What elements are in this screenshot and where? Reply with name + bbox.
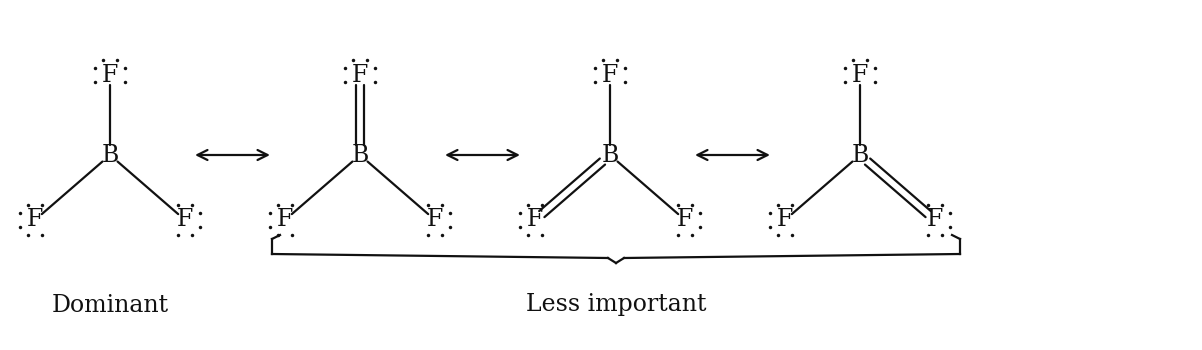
Text: Dominant: Dominant — [52, 294, 168, 316]
Text: B: B — [851, 144, 869, 167]
Text: F: F — [177, 209, 194, 231]
Text: F: F — [677, 209, 694, 231]
Text: F: F — [602, 63, 618, 86]
Text: F: F — [852, 63, 868, 86]
Text: F: F — [102, 63, 118, 86]
Text: F: F — [26, 209, 43, 231]
Text: B: B — [351, 144, 369, 167]
Text: F: F — [927, 209, 944, 231]
Text: F: F — [276, 209, 293, 231]
Text: B: B — [101, 144, 119, 167]
Text: F: F — [352, 63, 368, 86]
Text: B: B — [601, 144, 619, 167]
Text: Less important: Less important — [525, 294, 707, 316]
Text: F: F — [776, 209, 793, 231]
Text: F: F — [427, 209, 444, 231]
Text: F: F — [526, 209, 543, 231]
